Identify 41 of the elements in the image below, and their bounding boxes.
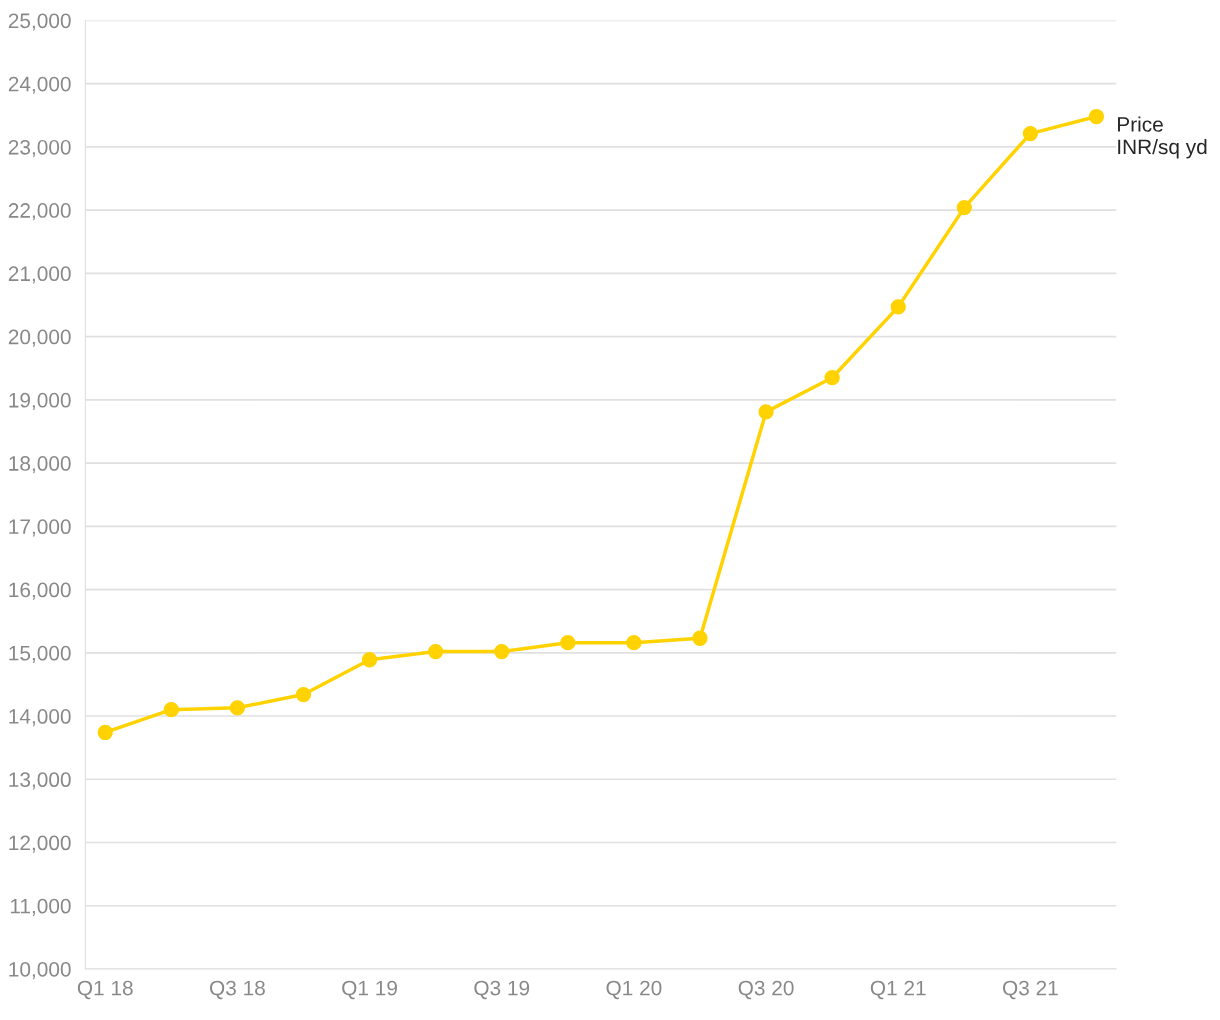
x-tick-label: Q1 19 xyxy=(342,980,397,1000)
point xyxy=(560,635,576,651)
x-tick-label: Q1 20 xyxy=(606,980,662,1000)
y-tick-label: 17,000 xyxy=(9,519,71,537)
point xyxy=(361,652,378,668)
point xyxy=(1022,125,1039,142)
y-tick-label: 19,000 xyxy=(9,392,71,411)
y-tick-label: 20,000 xyxy=(8,329,71,347)
y-tick-label: 15,000 xyxy=(9,645,71,664)
y-tick-label: 23,000 xyxy=(8,139,71,158)
y-tick-label: 14,000 xyxy=(9,709,71,727)
point xyxy=(890,299,906,315)
point xyxy=(1088,108,1105,125)
y-tick-label: 16,000 xyxy=(9,582,71,600)
x-tick-label: Q1 21 xyxy=(870,980,926,1000)
point xyxy=(494,643,510,660)
x-tick-label: Q3 18 xyxy=(210,980,265,1000)
x-tick-label: Q3 21 xyxy=(1003,980,1058,1000)
point xyxy=(692,630,708,646)
x-tick-label: Q3 19 xyxy=(474,980,530,1000)
x-tick-label: Q1 18 xyxy=(77,980,133,1000)
point xyxy=(163,702,179,718)
point xyxy=(97,724,113,741)
y-tick-label: 13,000 xyxy=(9,772,71,790)
point xyxy=(758,404,774,420)
point xyxy=(824,370,840,386)
point xyxy=(295,686,312,703)
series-label: Price INR/sq yd xyxy=(1118,116,1207,159)
y-tick-label: 25,000 xyxy=(8,13,71,31)
y-tick-label: 24,000 xyxy=(8,76,71,94)
y-tick-label: 11,000 xyxy=(10,898,71,916)
point xyxy=(229,700,246,716)
point xyxy=(956,199,972,216)
x-tick-label: Q3 20 xyxy=(738,980,794,1000)
point xyxy=(428,643,444,660)
y-tick-label: 22,000 xyxy=(8,203,71,221)
y-tick-label: 18,000 xyxy=(9,456,71,474)
y-tick-label: 21,000 xyxy=(8,266,71,284)
point xyxy=(626,635,642,651)
y-tick-label: 12,000 xyxy=(9,835,71,853)
y-tick-label: 10,000 xyxy=(9,962,71,980)
